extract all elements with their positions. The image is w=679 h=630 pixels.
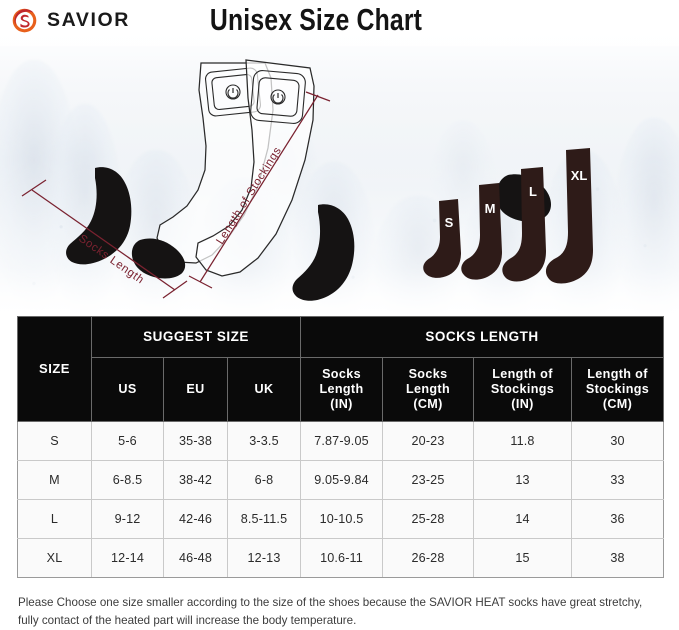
sock-silhouette-s [423, 199, 461, 278]
table-row: XL 12-14 46-48 12-13 10.6-11 26-28 15 38 [17, 538, 665, 578]
cell-uk: 3-3.5 [227, 421, 301, 461]
cell-eu: 38-42 [163, 460, 228, 500]
header-us: US [91, 357, 164, 422]
table-row: M 6-8.5 38-42 6-8 9.05-9.84 23-25 13 33 [17, 460, 665, 500]
size-chart-table: SIZE SUGGEST SIZE SOCKS LENGTH US EU UK … [17, 316, 665, 578]
savior-swirl-logo-icon [12, 8, 37, 33]
cell-socks-cm: 25-28 [382, 499, 474, 539]
page-title: Unisex Size Chart [209, 2, 423, 37]
sock-label-l: L [529, 184, 537, 199]
header-socks-length-cm: Socks Length (CM) [382, 357, 474, 422]
header-stockings-in-line1: Length of [492, 367, 553, 382]
sock-label-xl: XL [571, 168, 588, 183]
header-us-line1: US [118, 382, 137, 397]
cell-us: 5-6 [91, 421, 164, 461]
heated-sock-cuff-pocket-front [250, 70, 306, 124]
cell-stock-cm: 36 [570, 499, 665, 539]
cell-socks-cm: 26-28 [382, 538, 474, 578]
header-stockings-in: Length of Stockings (IN) [473, 357, 572, 422]
header-socks-length-in-line3: (IN) [330, 396, 353, 411]
header-stockings-cm-line2: Stockings [585, 382, 650, 397]
cell-uk: 6-8 [227, 460, 301, 500]
cell-eu: 42-46 [163, 499, 228, 539]
header-socks-length-cm-line1: Socks [408, 367, 448, 382]
header-socks-length-in: Socks Length (IN) [300, 357, 383, 422]
header-stockings-in-line2: Stockings [490, 382, 555, 397]
socks-length-measure-line [21, 179, 188, 299]
cell-us: 9-12 [91, 499, 164, 539]
cell-stock-in: 11.8 [473, 421, 572, 461]
header-eu: EU [163, 357, 228, 422]
cell-socks-in: 9.05-9.84 [300, 460, 383, 500]
length-of-stockings-measure-line [188, 91, 331, 289]
header-socks-length-in-line1: Socks [322, 367, 361, 382]
table-row: L 9-12 42-46 8.5-11.5 10-10.5 25-28 14 3… [17, 499, 665, 539]
table-header-row-groups: SIZE SUGGEST SIZE SOCKS LENGTH [17, 316, 665, 422]
sock-label-s: S [445, 215, 454, 230]
photo-sock-right [292, 174, 551, 301]
heated-sock-outline-front [195, 59, 315, 277]
cell-size: S [17, 421, 92, 461]
sizing-advice-note: Please Choose one size smaller according… [18, 596, 643, 627]
cell-stock-in: 13 [473, 460, 572, 500]
header-stockings-cm-line1: Length of [587, 367, 648, 382]
sock-illustration-group: Socks Length Length of Stockings S M L X… [21, 59, 593, 301]
cell-socks-cm: 23-25 [382, 460, 474, 500]
header-socks-length-in-line2: Length [319, 382, 364, 397]
cell-stock-cm: 33 [570, 460, 665, 500]
cell-uk: 8.5-11.5 [227, 499, 301, 539]
cell-stock-cm: 38 [570, 538, 665, 578]
cell-us: 12-14 [91, 538, 164, 578]
brand-name: SAVIOR [47, 9, 130, 31]
header-size: SIZE [17, 316, 92, 422]
cell-uk: 12-13 [227, 538, 301, 578]
cell-socks-in: 7.87-9.05 [300, 421, 383, 461]
sock-silhouette-xl [545, 148, 593, 284]
cell-socks-cm: 20-23 [382, 421, 474, 461]
sock-label-m: M [485, 201, 496, 216]
sock-silhouette-l [502, 167, 546, 282]
table-header-row-sub: US EU UK Socks Length (IN) Socks Length … [18, 357, 665, 422]
header-uk-line1: UK [254, 382, 274, 397]
header-eu-line1: EU [186, 382, 205, 397]
cell-socks-in: 10.6-11 [300, 538, 383, 578]
header-band [0, 0, 679, 46]
cell-us: 6-8.5 [91, 460, 164, 500]
header-socks-length-cm-line2: Length [405, 382, 451, 397]
header-uk: UK [227, 357, 301, 422]
cell-stock-cm: 30 [570, 421, 665, 461]
cell-size: XL [17, 538, 92, 578]
header-suggest-size: SUGGEST SIZE [91, 316, 301, 358]
header-stockings-cm: Length of Stockings (CM) [570, 357, 665, 422]
header-socks-length-cm-line3: (CM) [413, 396, 443, 411]
cell-size: L [17, 499, 92, 539]
header-socks-length: SOCKS LENGTH [299, 316, 665, 358]
sock-silhouette-m [461, 183, 502, 280]
header-stockings-in-line3: (IN) [511, 396, 534, 411]
header-stockings-cm-line3: (CM) [602, 396, 633, 411]
table-row: S 5-6 35-38 3-3.5 7.87-9.05 20-23 11.8 3… [17, 421, 665, 461]
cell-stock-in: 15 [473, 538, 572, 578]
brand-logo: SAVIOR [11, 7, 130, 34]
cell-stock-in: 14 [473, 499, 572, 539]
cell-socks-in: 10-10.5 [300, 499, 383, 539]
cell-eu: 35-38 [163, 421, 228, 461]
cell-size: M [17, 460, 92, 500]
cell-eu: 46-48 [163, 538, 228, 578]
